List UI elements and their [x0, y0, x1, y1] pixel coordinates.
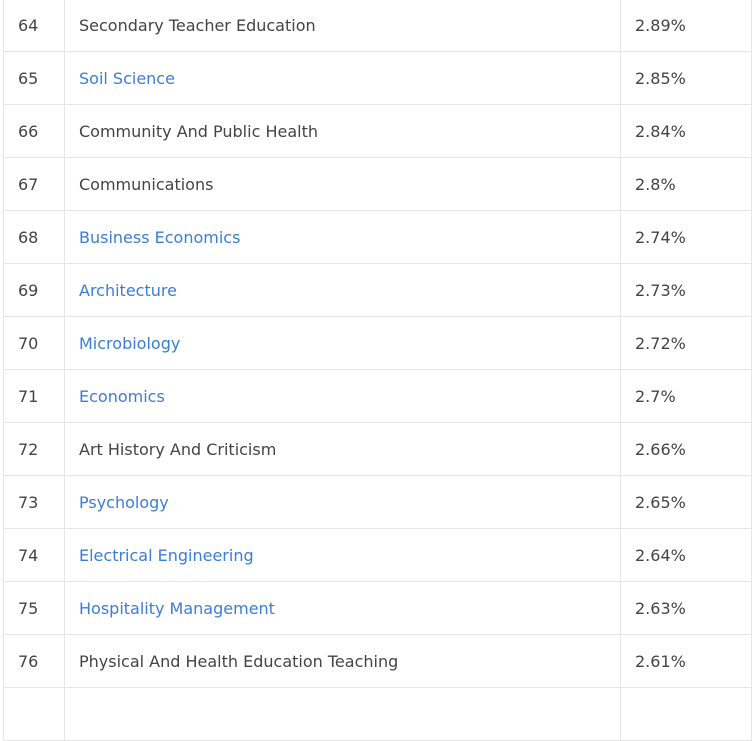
empty-cell	[620, 687, 752, 741]
table-row: 68 Business Economics 2.74%	[3, 210, 752, 264]
major-link[interactable]: Business Economics	[79, 227, 241, 247]
major-cell: Microbiology	[64, 316, 621, 370]
major-cell: Physical And Health Education Teaching	[64, 634, 621, 688]
rank-cell: 67	[3, 157, 65, 211]
rank-cell: 64	[3, 0, 65, 52]
rank-cell: 72	[3, 422, 65, 476]
majors-table-body: 64 Secondary Teacher Education 2.89% 65 Soil…	[3, 0, 752, 741]
major-link[interactable]: Soil Science	[79, 68, 175, 88]
rank-cell: 75	[3, 581, 65, 635]
percent-cell: 2.74%	[620, 210, 752, 264]
rank-cell: 74	[3, 528, 65, 582]
rank-cell: 73	[3, 475, 65, 529]
table-row: 66 Community And Public Health 2.84%	[3, 104, 752, 158]
table-row: 67 Communications 2.8%	[3, 157, 752, 211]
major-cell: Electrical Engineering	[64, 528, 621, 582]
percent-cell: 2.7%	[620, 369, 752, 423]
major-name: Secondary Teacher Education	[79, 15, 316, 35]
percent-cell: 2.89%	[620, 0, 752, 52]
percent-cell: 2.66%	[620, 422, 752, 476]
table-row: 76 Physical And Health Education Teaching…	[3, 634, 752, 688]
major-link[interactable]: Psychology	[79, 492, 169, 512]
major-cell: Art History And Criticism	[64, 422, 621, 476]
percent-cell: 2.64%	[620, 528, 752, 582]
major-cell: Secondary Teacher Education	[64, 0, 621, 52]
table-row: 70 Microbiology 2.72%	[3, 316, 752, 370]
rank-cell: 65	[3, 51, 65, 105]
table-row: 75 Hospitality Management 2.63%	[3, 581, 752, 635]
percent-cell: 2.72%	[620, 316, 752, 370]
major-name: Art History And Criticism	[79, 439, 277, 459]
major-link[interactable]: Architecture	[79, 280, 177, 300]
percent-cell: 2.85%	[620, 51, 752, 105]
table-row: 64 Secondary Teacher Education 2.89%	[3, 0, 752, 52]
percent-cell: 2.61%	[620, 634, 752, 688]
major-name: Communications	[79, 174, 214, 194]
percent-cell: 2.63%	[620, 581, 752, 635]
table-row: 71 Economics 2.7%	[3, 369, 752, 423]
rank-cell: 69	[3, 263, 65, 317]
major-link[interactable]: Electrical Engineering	[79, 545, 254, 565]
percent-cell: 2.8%	[620, 157, 752, 211]
empty-cell	[3, 687, 65, 741]
table-row: 65 Soil Science 2.85%	[3, 51, 752, 105]
table-row: 72 Art History And Criticism 2.66%	[3, 422, 752, 476]
rank-cell: 70	[3, 316, 65, 370]
table-row	[3, 687, 752, 741]
major-cell: Communications	[64, 157, 621, 211]
table-row: 74 Electrical Engineering 2.64%	[3, 528, 752, 582]
major-cell: Economics	[64, 369, 621, 423]
percent-cell: 2.84%	[620, 104, 752, 158]
major-link[interactable]: Microbiology	[79, 333, 181, 353]
percent-cell: 2.65%	[620, 475, 752, 529]
major-link[interactable]: Hospitality Management	[79, 598, 275, 618]
major-cell: Hospitality Management	[64, 581, 621, 635]
percent-cell: 2.73%	[620, 263, 752, 317]
rank-cell: 68	[3, 210, 65, 264]
rank-cell: 76	[3, 634, 65, 688]
major-cell: Psychology	[64, 475, 621, 529]
rank-cell: 66	[3, 104, 65, 158]
major-cell: Community And Public Health	[64, 104, 621, 158]
major-link[interactable]: Economics	[79, 386, 165, 406]
rank-cell: 71	[3, 369, 65, 423]
majors-table: 64 Secondary Teacher Education 2.89% 65 Soil…	[3, 0, 752, 741]
major-cell: Soil Science	[64, 51, 621, 105]
empty-cell	[64, 687, 621, 741]
major-cell: Architecture	[64, 263, 621, 317]
table-row: 73 Psychology 2.65%	[3, 475, 752, 529]
major-cell: Business Economics	[64, 210, 621, 264]
table-row: 69 Architecture 2.73%	[3, 263, 752, 317]
major-name: Community And Public Health	[79, 121, 318, 141]
major-name: Physical And Health Education Teaching	[79, 651, 399, 671]
